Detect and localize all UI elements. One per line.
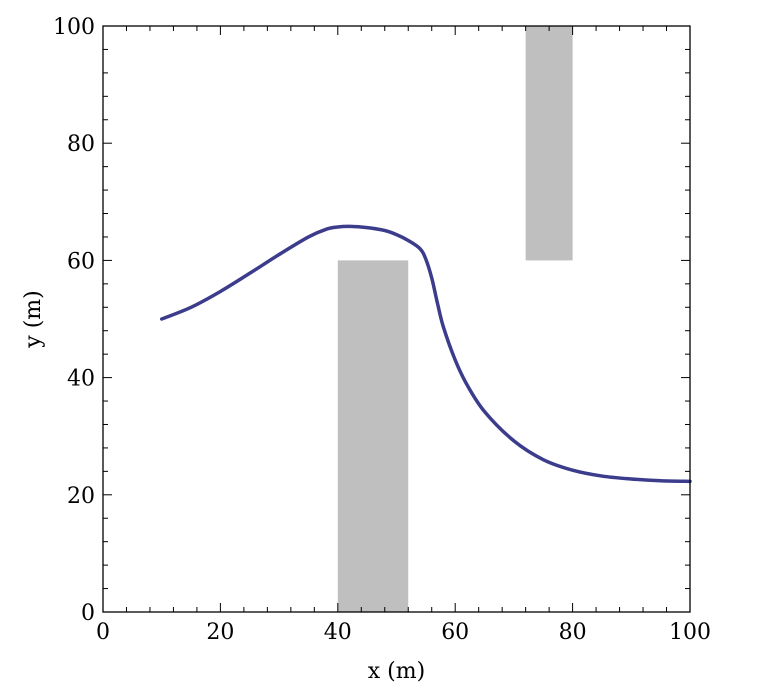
x-tick-label: 40 — [324, 620, 352, 645]
x-tick-label: 0 — [96, 620, 110, 645]
y-tick-label: 100 — [53, 15, 95, 40]
obstacles — [337, 26, 573, 612]
tick-labels: 0 20 40 60 80 100 0 20 40 60 80 100 — [53, 15, 711, 645]
x-tick-label: 80 — [559, 620, 587, 645]
y-tick-label: 20 — [67, 484, 95, 509]
trajectory-line-1 — [159, 224, 692, 484]
x-tick-label: 20 — [206, 620, 234, 645]
y-tick-label: 80 — [67, 132, 95, 157]
x-axis-title: x (m) — [368, 659, 425, 684]
y-axis-title: y (m) — [21, 290, 46, 348]
y-tick-label: 60 — [67, 249, 95, 274]
x-tick-label: 60 — [441, 620, 469, 645]
y-tick-label: 0 — [81, 601, 95, 626]
series-group — [159, 224, 692, 484]
ticks — [102, 25, 691, 613]
x-tick-label: 100 — [669, 620, 711, 645]
obstacle-2 — [525, 26, 573, 261]
plot-frame — [102, 25, 691, 613]
y-tick-label: 40 — [67, 367, 95, 392]
obstacle-1 — [337, 260, 409, 612]
